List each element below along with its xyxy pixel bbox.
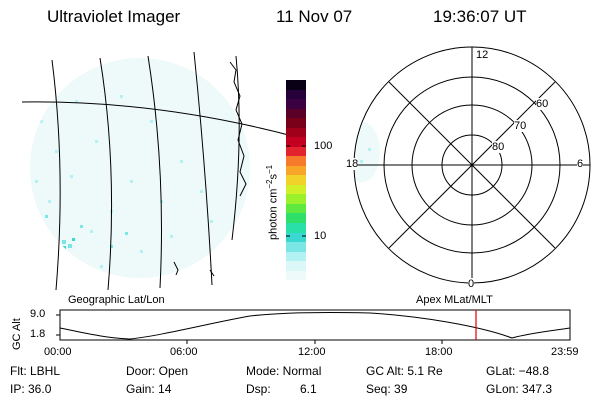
colorbar-segment — [286, 137, 306, 147]
altitude-plot-frame — [59, 309, 571, 341]
colorbar-segment — [286, 127, 306, 138]
coastline — [173, 61, 247, 277]
gc-alt-info: GC Alt: 5.1 Re — [366, 364, 443, 378]
apex-label: Apex MLat/MLT — [416, 294, 493, 306]
glat-info: GLat: −48.8 — [486, 364, 550, 378]
mlt-label-0: 0 — [468, 278, 475, 290]
door-info: Door: Open — [126, 364, 189, 378]
colorbar-segment — [286, 118, 306, 128]
altitude-ymin: 1.8 — [30, 328, 46, 340]
time-label: 19:36:07 UT — [433, 7, 527, 26]
colorbar-segment — [286, 232, 306, 243]
colorbar-segment — [286, 270, 306, 281]
ip-info: IP: 36.0 — [10, 382, 52, 396]
colorbar-segment — [286, 194, 306, 204]
seq-info: Seq: 39 — [366, 382, 408, 396]
colorbar-segment — [286, 156, 306, 166]
mode-info: Mode: Normal — [246, 364, 322, 378]
geographic-label: Geographic Lat/Lon — [68, 294, 165, 306]
colorbar-tick-10: 10 — [314, 230, 327, 242]
colorbar-segment — [286, 222, 306, 233]
dsp-value: 6.1 — [300, 382, 317, 396]
xtick-0600: 06:00 — [170, 346, 198, 358]
dsp-label: Dsp: — [246, 382, 271, 396]
colorbar-segment — [286, 108, 306, 119]
instrument-title: Ultraviolet Imager — [47, 7, 181, 26]
polar-uv-patch — [354, 122, 380, 182]
date-label: 11 Nov 07 — [276, 7, 353, 26]
colorbar-segment — [286, 89, 306, 100]
colorbar-segment — [286, 213, 306, 223]
lat-label-70: 70 — [514, 120, 527, 132]
xtick-2359: 23:59 — [551, 346, 579, 358]
uv-image-disk — [30, 58, 250, 278]
glon-info: GLon: 347.3 — [486, 382, 553, 396]
colorbar-segment — [286, 251, 306, 262]
colorbar-tick-100: 100 — [314, 140, 333, 152]
altitude-axis-label: GC Alt — [11, 318, 23, 350]
xtick-1800: 18:00 — [425, 346, 453, 358]
colorbar — [286, 80, 306, 281]
mlt-label-12: 12 — [476, 49, 489, 61]
filter-info: Flt: LBHL — [10, 364, 61, 378]
colorbar-segment — [286, 242, 306, 252]
mlt-label-6: 6 — [577, 158, 584, 170]
xtick-0000: 00:00 — [44, 346, 72, 358]
colorbar-segment — [286, 80, 306, 90]
gain-info: Gain: 14 — [126, 382, 172, 396]
colorbar-segment — [286, 203, 306, 214]
colorbar-segment — [286, 99, 306, 109]
colorbar-segment — [286, 165, 306, 176]
xtick-1200: 12:00 — [298, 346, 326, 358]
colorbar-segment — [286, 175, 306, 185]
polar-diagonal-2 — [388, 81, 556, 249]
lat-label-60: 60 — [536, 98, 549, 110]
altitude-ymax: 9.0 — [30, 308, 46, 320]
altitude-curve — [59, 311, 571, 340]
colorbar-segment — [286, 184, 306, 195]
colorbar-segment — [286, 146, 306, 157]
lat-label-80: 80 — [492, 141, 505, 153]
colorbar-segment — [286, 261, 306, 271]
mlt-label-18: 18 — [346, 158, 359, 170]
